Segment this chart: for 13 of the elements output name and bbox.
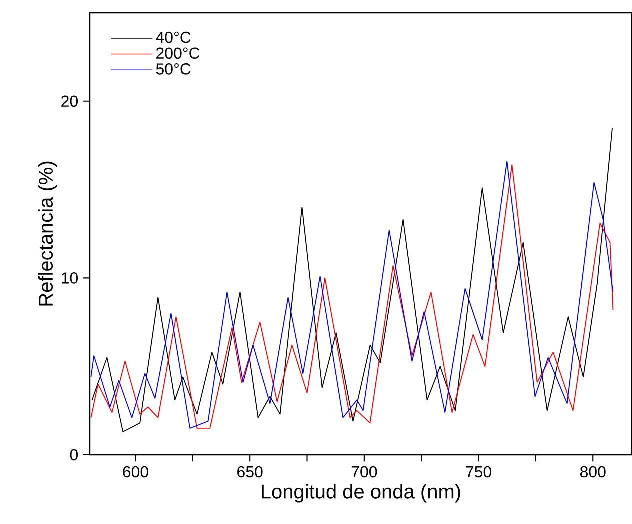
legend-label: 50°C [156,64,191,75]
x-tick-label: 650 [238,466,263,478]
legend-label: 200°C [156,48,200,60]
y-tick-label: 0 [70,449,78,461]
x-tick-label: 700 [352,466,378,478]
y-axis-title: Reflectancia (%) [38,162,58,306]
legend-label: 40°C [156,32,191,44]
x-tick-label: 750 [466,466,492,478]
x-tick-label: 600 [123,466,148,478]
y-tick-label: 20 [62,96,78,108]
x-axis-title: Longitud de onda (nm) [262,484,460,503]
y-tick-label: 10 [62,272,78,284]
x-tick-label: 800 [580,466,606,478]
